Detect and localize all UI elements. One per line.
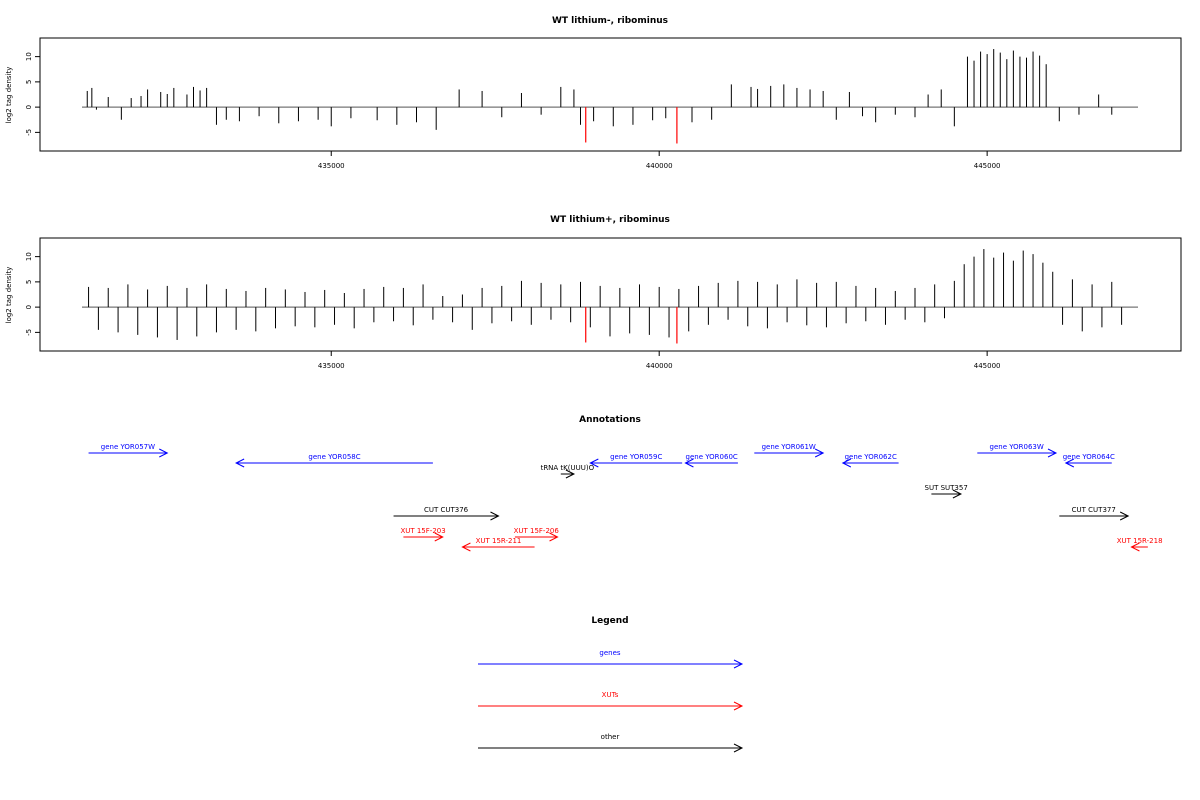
annotation-label: XUT 15R-218 [1117, 537, 1163, 545]
legend: Legend genes XUTs other [478, 616, 744, 753]
legend-item: genes [478, 649, 744, 669]
annotation-label: CUT CUT376 [424, 506, 469, 514]
annotation-feature: tRNA tK(UUU)O [541, 464, 595, 479]
panel-1-bars [82, 49, 1138, 144]
annotation-arrow-head [565, 469, 576, 479]
y-tick-label: -5 [25, 329, 33, 336]
panel-2-title: WT lithium+, ribominus [550, 215, 670, 225]
annotation-arrow-head [1119, 511, 1130, 521]
x-tick-label: 445000 [974, 162, 1001, 170]
annotation-feature: gene YOR062C [841, 453, 899, 468]
annotation-arrow-head [952, 489, 963, 499]
annotation-label: gene YOR059C [610, 453, 662, 461]
y-tick-label: 0 [25, 305, 33, 309]
y-tick-label: 10 [25, 52, 33, 61]
annotation-label: tRNA tK(UUU)O [541, 464, 595, 472]
x-tick-label: 435000 [318, 162, 345, 170]
panel-2-ylabel: log2 tag density [5, 267, 13, 324]
annotation-label: gene YOR062C [845, 453, 897, 461]
legend-title: Legend [591, 616, 628, 626]
annotation-arrow-head [1047, 448, 1058, 458]
panel-lithium-plus: WT lithium+, ribominus log2 tag density … [5, 215, 1182, 370]
x-tick-label: 440000 [646, 362, 673, 370]
annotation-arrow-head [841, 458, 852, 468]
annotation-label: CUT CUT377 [1072, 506, 1116, 514]
x-tick-label: 445000 [974, 362, 1001, 370]
annotations-title: Annotations [579, 415, 641, 425]
legend-item: other [478, 733, 744, 753]
panel-1-ylabel: log2 tag density [5, 67, 13, 124]
annotation-arrow-head [235, 458, 245, 468]
annotation-arrow-head [490, 511, 500, 521]
y-tick-label: 0 [25, 105, 33, 109]
y-tick-label: 5 [25, 280, 33, 284]
panel-lithium-minus: WT lithium-, ribominus log2 tag density … [5, 16, 1182, 170]
annotations-panel: Annotations gene YOR057W gene YOR058C tRNA… [88, 415, 1163, 552]
annotation-label: XUT 15F-206 [514, 527, 560, 535]
panel-2-bars [82, 249, 1138, 344]
annotation-label: gene YOR060C [686, 453, 738, 461]
y-tick-label: 5 [25, 80, 33, 84]
annotation-feature: XUT 15F-203 [400, 527, 446, 542]
panel-2-axes: -5 0 5 10 435000 440000 445000 [25, 252, 1001, 370]
legend-label: XUTs [602, 691, 619, 699]
annotation-label: gene YOR064C [1063, 453, 1115, 461]
annotation-label: XUT 15F-203 [400, 527, 445, 535]
annotation-feature: CUT CUT377 [1059, 506, 1130, 521]
annotation-label: XUT 15R-211 [476, 537, 522, 545]
panel-1-frame [39, 37, 1182, 152]
panel-2-frame [39, 237, 1182, 352]
legend-arrow-head [733, 659, 744, 669]
annotation-feature: XUT 15F-206 [514, 527, 560, 542]
annotation-label: SUT SUT357 [925, 484, 968, 492]
annotation-arrow-head [589, 458, 599, 468]
annotation-arrow-head [684, 458, 694, 468]
annotation-label: gene YOR061W [762, 443, 816, 451]
annotation-arrow-head [1064, 458, 1075, 468]
legend-arrow-head [733, 743, 744, 753]
legend-label: other [601, 733, 620, 741]
annotation-feature: gene YOR064C [1063, 453, 1115, 468]
annotation-label: gene YOR063W [990, 443, 1044, 451]
annotation-label: gene YOR057W [101, 443, 155, 451]
annotation-feature: gene YOR061W [754, 443, 825, 458]
legend-items: genes XUTs other [478, 649, 744, 753]
panel-1-title: WT lithium-, ribominus [552, 16, 668, 26]
x-tick-label: 440000 [646, 162, 673, 170]
annotation-feature: gene YOR060C [684, 453, 738, 468]
annotation-feature: gene YOR063W [977, 443, 1058, 458]
y-tick-label: -5 [25, 129, 33, 136]
annotation-feature: XUT 15R-218 [1117, 537, 1163, 552]
annotation-arrow-head [434, 532, 444, 542]
legend-item: XUTs [478, 691, 744, 711]
annotation-arrow-head [159, 448, 169, 458]
x-tick-label: 435000 [318, 362, 345, 370]
annotation-features: gene YOR057W gene YOR058C tRNA tK(UUU)O gen… [88, 443, 1163, 552]
panel-1-axes: -5 0 5 10 435000 440000 445000 [25, 52, 1001, 170]
annotation-feature: CUT CUT376 [393, 506, 500, 521]
annotation-arrow-head [814, 448, 825, 458]
annotation-feature: gene YOR058C [235, 453, 433, 468]
annotation-arrow-head [549, 532, 559, 542]
y-tick-label: 10 [25, 252, 33, 261]
annotation-feature: XUT 15R-211 [461, 537, 535, 552]
annotation-feature: SUT SUT357 [925, 484, 968, 499]
annotation-feature: gene YOR057W [88, 443, 169, 458]
annotation-label: gene YOR058C [308, 453, 360, 461]
legend-arrow-head [733, 701, 744, 711]
annotation-arrow-head [461, 542, 471, 552]
annotation-feature: gene YOR059C [589, 453, 683, 468]
annotation-arrow-head [1130, 542, 1140, 552]
legend-label: genes [599, 649, 620, 657]
